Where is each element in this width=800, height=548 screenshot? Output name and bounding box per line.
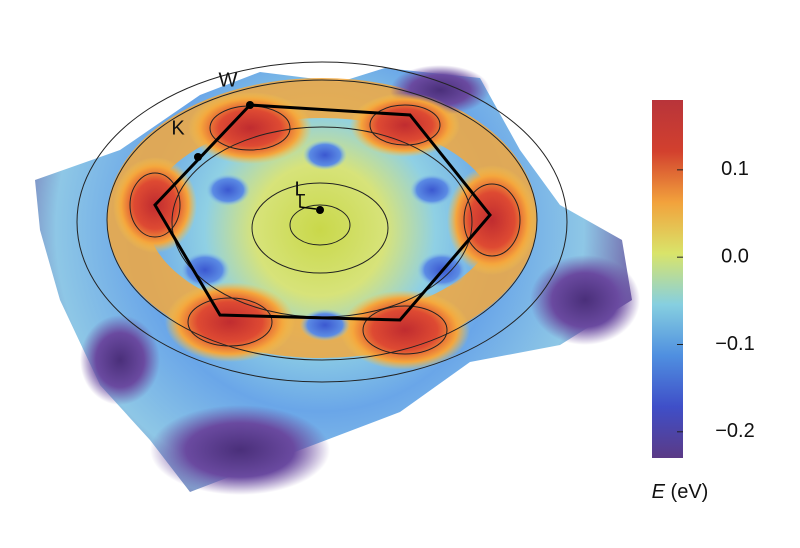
point-label: L bbox=[294, 178, 305, 200]
brillouin-zone bbox=[153, 103, 492, 322]
surface: W K L bbox=[35, 61, 640, 495]
unit: (eV) bbox=[671, 481, 709, 503]
colorbar-tick-label: −0.2 bbox=[715, 420, 754, 442]
colorbar bbox=[652, 100, 683, 458]
contours bbox=[76, 61, 568, 383]
colorbar-tick-label: −0.1 bbox=[715, 333, 754, 355]
point-label: K bbox=[171, 117, 185, 139]
colorbar-tick-label: 0.1 bbox=[721, 158, 749, 180]
point-k bbox=[194, 153, 202, 161]
colorbar-tick-label: 0.0 bbox=[721, 245, 749, 267]
l-pointer bbox=[299, 195, 317, 210]
colorbar-label: E (eV) bbox=[652, 481, 709, 503]
point-label: W bbox=[219, 69, 238, 91]
point-w bbox=[246, 101, 254, 109]
low-regions bbox=[80, 65, 640, 495]
point-l bbox=[316, 206, 324, 214]
symbol: E bbox=[652, 481, 666, 503]
